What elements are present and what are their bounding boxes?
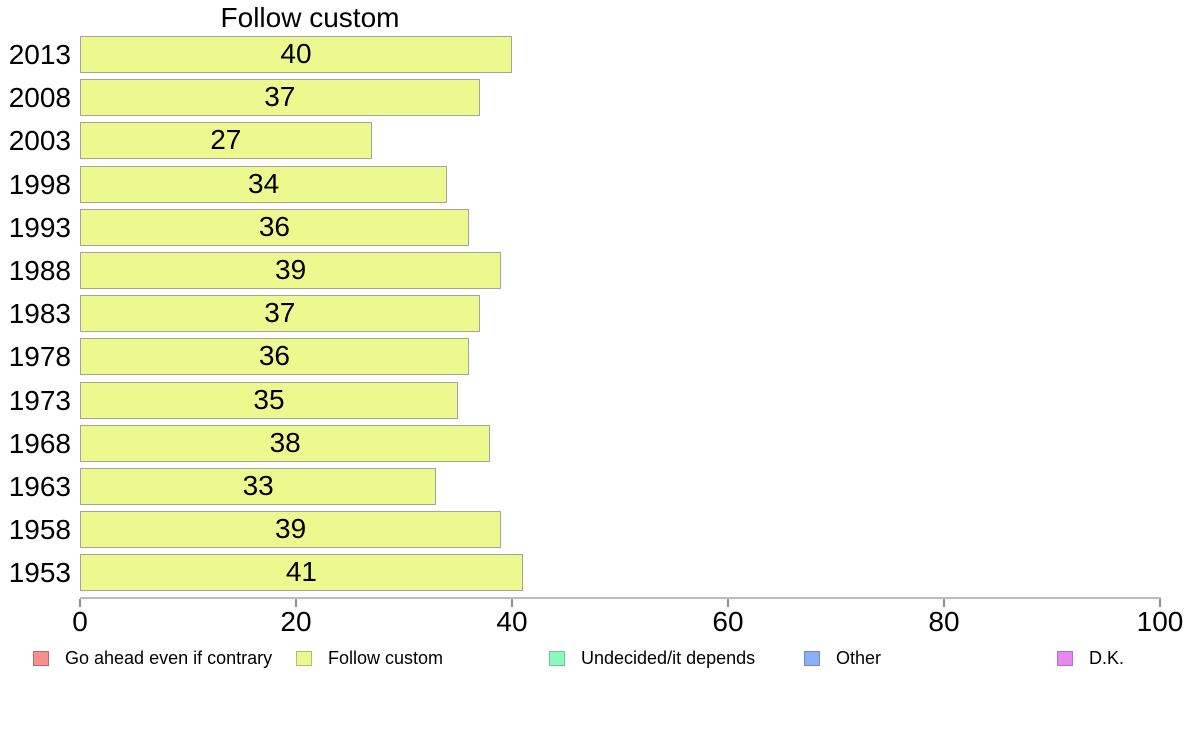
legend-swatch-icon <box>549 650 565 666</box>
bar-value-label: 35 <box>253 383 285 415</box>
bar-1968: 38 <box>80 424 491 462</box>
x-tick-label-80: 80 <box>928 606 960 637</box>
y-axis-label-1973: 1973 <box>8 384 71 416</box>
y-axis-label-1978: 1978 <box>8 341 71 373</box>
bar-value-label: 34 <box>248 167 280 199</box>
y-axis-label-1968: 1968 <box>8 427 71 459</box>
bar-1973: 35 <box>80 381 458 419</box>
bar-value-label: 40 <box>280 38 312 69</box>
y-axis-label-1988: 1988 <box>8 255 71 286</box>
x-tick-mark-0 <box>79 599 81 607</box>
legend-label: Other <box>836 647 882 668</box>
bar-1978: 36 <box>80 338 469 376</box>
y-axis-label-1998: 1998 <box>8 168 71 200</box>
legend-swatch-icon <box>804 650 820 666</box>
bar-1953: 41 <box>80 554 523 592</box>
bar-1958: 39 <box>80 511 502 549</box>
chart-title: Follow custom <box>220 2 400 33</box>
legend-label: Go ahead even if contrary <box>65 647 273 668</box>
bar-value-label: 39 <box>275 513 307 545</box>
legend-item-5: D.K. <box>1057 648 1124 668</box>
x-tick-label-60: 60 <box>712 606 744 637</box>
legend-item-1: Go ahead even if contrary <box>33 648 272 668</box>
bar-1993: 36 <box>80 208 469 246</box>
bar-1983: 37 <box>80 295 480 333</box>
legend-swatch-icon <box>1057 650 1073 666</box>
y-axis-label-1958: 1958 <box>8 514 71 546</box>
y-axis-label-1983: 1983 <box>8 298 71 330</box>
bar-value-label: 36 <box>258 340 290 372</box>
x-tick-mark-20 <box>295 599 297 607</box>
x-tick-mark-40 <box>511 599 513 607</box>
bar-value-label: 33 <box>242 470 274 501</box>
y-axis-label-1953: 1953 <box>8 557 71 589</box>
legend-item-2: Follow custom <box>296 648 443 668</box>
x-tick-mark-60 <box>727 599 729 607</box>
y-axis-label-2003: 2003 <box>8 125 71 157</box>
bar-2013: 40 <box>80 36 512 73</box>
bar-1963: 33 <box>80 468 437 505</box>
legend-label: Follow custom <box>328 647 444 668</box>
bar-value-label: 37 <box>264 297 296 329</box>
x-tick-label-40: 40 <box>496 606 528 637</box>
bar-value-label: 36 <box>258 210 290 242</box>
x-axis-line <box>80 597 1161 599</box>
y-axis-label-2013: 2013 <box>8 39 71 70</box>
x-tick-mark-100 <box>1159 599 1161 607</box>
y-axis-label-1963: 1963 <box>8 471 71 502</box>
legend-swatch-icon <box>296 650 312 666</box>
legend-item-3: Undecided/it depends <box>549 648 755 668</box>
y-axis-label-2008: 2008 <box>8 82 71 114</box>
x-tick-label-20: 20 <box>280 606 312 637</box>
bar-2008: 37 <box>80 79 480 117</box>
legend-label: Undecided/it depends <box>581 647 756 668</box>
x-tick-label-100: 100 <box>1136 606 1184 637</box>
bar-1998: 34 <box>80 165 448 203</box>
legend-label: D.K. <box>1089 647 1125 668</box>
bar-2003: 27 <box>80 122 372 160</box>
legend-swatch-icon <box>33 650 49 666</box>
bar-value-label: 27 <box>210 124 242 156</box>
bar-value-label: 37 <box>264 81 296 113</box>
x-tick-mark-80 <box>943 599 945 607</box>
bar-value-label: 38 <box>269 426 301 458</box>
bar-1988: 39 <box>80 252 502 289</box>
legend-item-4: Other <box>804 648 881 668</box>
bar-value-label: 39 <box>275 254 307 285</box>
x-tick-label-0: 0 <box>72 606 88 637</box>
y-axis-label-1993: 1993 <box>8 211 71 243</box>
bar-value-label: 41 <box>285 556 317 588</box>
